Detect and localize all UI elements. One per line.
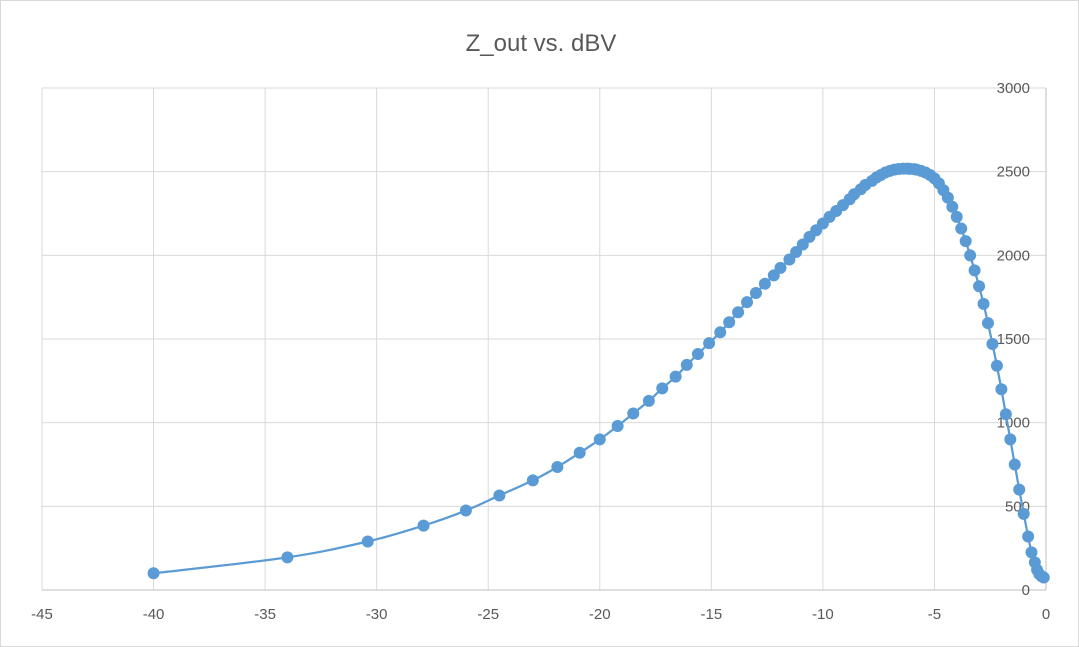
axes <box>42 88 1047 591</box>
data-point <box>680 358 693 371</box>
x-tick-label: -5 <box>928 606 941 623</box>
data-point <box>981 317 994 330</box>
data-point <box>1025 546 1038 559</box>
tick-labels: -45 -40 -35 -30 -25 -20 -15 -10 -5 00500100015002… <box>31 80 1050 623</box>
data-point <box>995 383 1008 396</box>
x-tick-label: -45 <box>31 606 53 623</box>
data-point <box>959 235 972 248</box>
data-point <box>973 280 986 293</box>
data-point <box>1013 483 1026 496</box>
data-point <box>1037 571 1050 584</box>
data-point <box>946 200 959 213</box>
data-point <box>758 277 771 290</box>
data-point <box>656 382 669 395</box>
data-point <box>783 253 796 266</box>
data-point <box>977 297 990 310</box>
data-point <box>642 394 655 407</box>
y-tick-label: 2000 <box>997 247 1030 264</box>
data-point <box>147 567 160 580</box>
data-point <box>593 433 606 446</box>
y-tick-label: 3000 <box>997 80 1030 97</box>
y-tick-label: 0 <box>1022 582 1030 599</box>
data-point <box>611 420 624 433</box>
x-tick-label: -25 <box>477 606 499 623</box>
data-point <box>703 337 716 350</box>
data-point <box>790 245 803 258</box>
data-point <box>459 504 472 517</box>
data-point <box>774 261 787 274</box>
x-tick-label: 0 <box>1042 606 1050 623</box>
data-point <box>669 370 682 383</box>
data-point <box>714 326 727 339</box>
data-point <box>986 338 999 351</box>
data-point <box>1022 530 1035 543</box>
data-point <box>526 474 539 487</box>
data-point <box>999 408 1012 421</box>
y-tick-label: 1500 <box>997 331 1030 348</box>
x-tick-label: -40 <box>143 606 165 623</box>
data-point <box>361 535 374 548</box>
data-point <box>955 222 968 235</box>
data-point <box>950 210 963 223</box>
data-point <box>691 348 704 361</box>
x-tick-label: -15 <box>700 606 722 623</box>
data-point <box>767 269 780 282</box>
data-point <box>732 306 745 319</box>
data-point <box>723 316 736 329</box>
series-line <box>153 167 1045 579</box>
chart-title: Z_out vs. dBV <box>466 30 617 57</box>
gridlines <box>41 87 1047 591</box>
x-tick-label: -35 <box>254 606 276 623</box>
data-point <box>741 296 754 309</box>
data-point <box>1008 458 1021 471</box>
x-tick-label: -20 <box>589 606 611 623</box>
data-point <box>990 359 1003 372</box>
data-point <box>964 249 977 262</box>
data-point <box>627 407 640 420</box>
data-point <box>1004 433 1017 446</box>
y-tick-label: 2500 <box>997 164 1030 181</box>
data-point <box>281 551 294 564</box>
data-point <box>749 286 762 299</box>
x-tick-label: -30 <box>366 606 388 623</box>
data-point <box>1017 507 1030 520</box>
x-tick-label: -10 <box>812 606 834 623</box>
data-point <box>417 519 430 532</box>
data-point <box>493 489 506 502</box>
data-point <box>796 238 809 251</box>
data-point <box>551 461 564 474</box>
data-point <box>968 264 981 277</box>
series <box>147 162 1050 584</box>
data-point <box>573 446 586 459</box>
